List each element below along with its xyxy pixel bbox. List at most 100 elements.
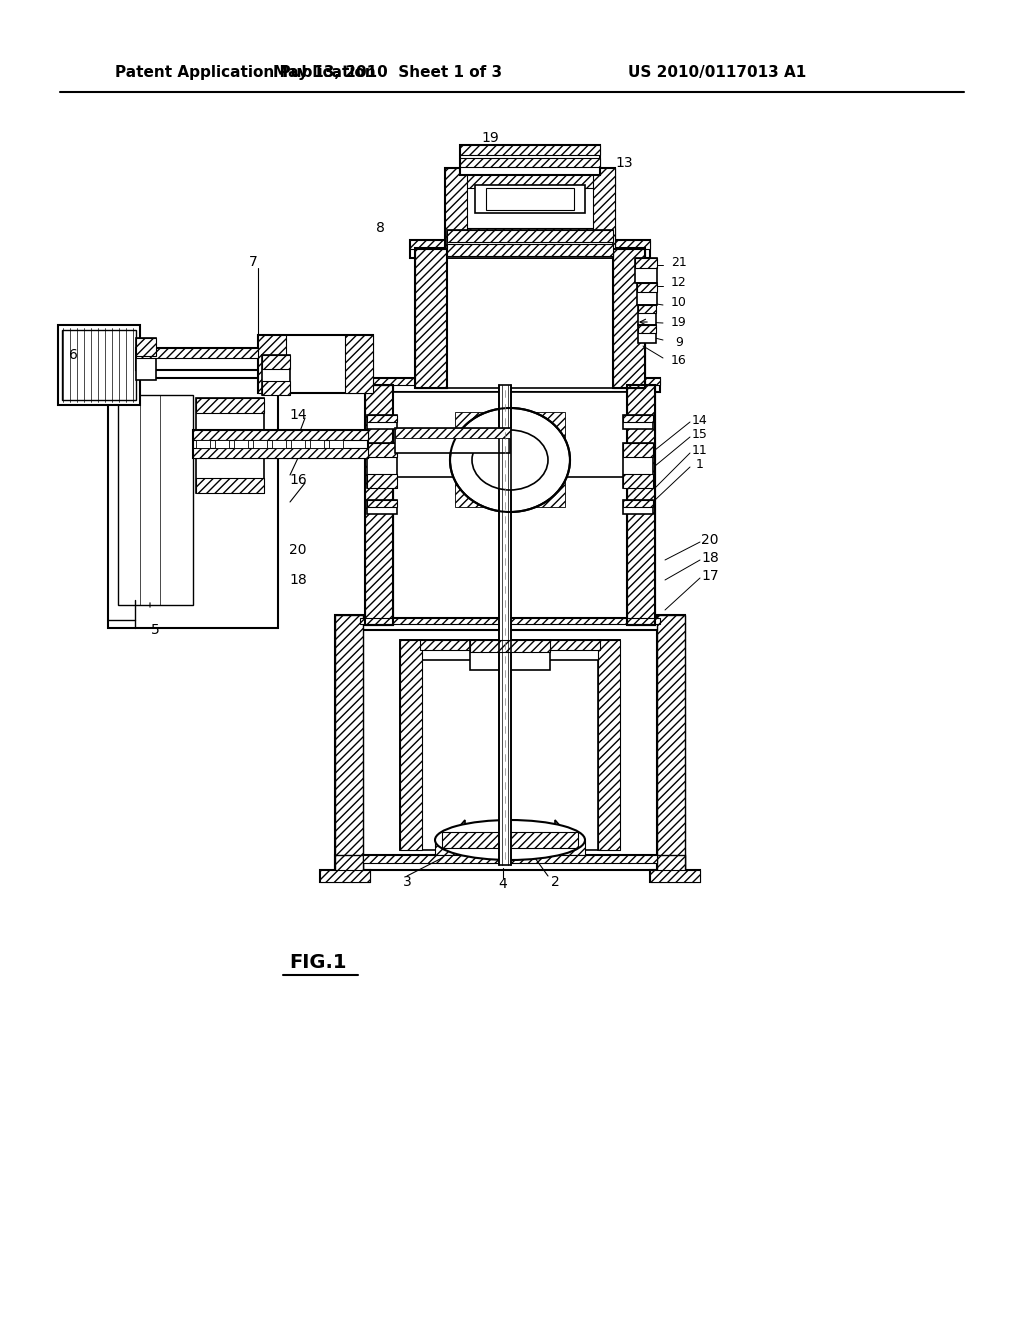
- Text: May 13, 2010  Sheet 1 of 3: May 13, 2010 Sheet 1 of 3: [273, 65, 503, 79]
- Ellipse shape: [450, 408, 570, 512]
- Bar: [367, 414, 397, 429]
- Bar: [258, 335, 373, 393]
- Bar: [367, 444, 397, 457]
- Text: US 2010/0117013 A1: US 2010/0117013 A1: [628, 65, 806, 79]
- Bar: [613, 248, 645, 388]
- Bar: [136, 348, 264, 370]
- Text: 2: 2: [551, 875, 559, 888]
- Text: 16: 16: [671, 354, 687, 367]
- Text: 19: 19: [671, 317, 687, 330]
- Bar: [637, 282, 657, 292]
- Bar: [598, 640, 620, 850]
- Bar: [657, 855, 685, 880]
- Bar: [362, 855, 657, 863]
- Bar: [310, 440, 324, 447]
- Bar: [367, 414, 397, 422]
- Bar: [445, 168, 615, 248]
- Text: 20: 20: [289, 543, 307, 557]
- Text: 18: 18: [289, 573, 307, 587]
- Bar: [360, 618, 660, 624]
- Bar: [215, 440, 229, 447]
- Bar: [638, 325, 656, 333]
- Bar: [262, 355, 290, 370]
- Bar: [291, 440, 305, 447]
- Text: 15: 15: [289, 433, 307, 447]
- Bar: [555, 840, 585, 855]
- Text: 14: 14: [692, 413, 708, 426]
- Bar: [635, 257, 657, 268]
- Bar: [136, 348, 264, 358]
- Text: 20: 20: [701, 533, 719, 546]
- Bar: [442, 832, 578, 847]
- Bar: [415, 248, 447, 388]
- Text: 4: 4: [499, 876, 507, 891]
- Text: 12: 12: [671, 276, 687, 289]
- Bar: [470, 640, 550, 671]
- Bar: [460, 145, 600, 154]
- Bar: [365, 385, 393, 624]
- Bar: [367, 500, 397, 513]
- Bar: [638, 305, 656, 313]
- Bar: [345, 335, 373, 393]
- Bar: [455, 412, 565, 507]
- Text: 8: 8: [376, 220, 384, 235]
- Text: 11: 11: [692, 444, 708, 457]
- Text: 15: 15: [692, 429, 708, 441]
- Bar: [365, 385, 393, 624]
- Bar: [196, 399, 264, 413]
- Bar: [193, 447, 368, 458]
- Bar: [58, 325, 140, 405]
- Bar: [638, 325, 656, 343]
- Bar: [435, 840, 465, 855]
- Bar: [400, 640, 422, 850]
- Bar: [400, 640, 620, 850]
- Bar: [627, 385, 655, 624]
- Bar: [335, 615, 362, 870]
- Text: 1: 1: [696, 458, 703, 471]
- Bar: [196, 440, 210, 447]
- Bar: [393, 392, 627, 477]
- Bar: [329, 440, 343, 447]
- Bar: [410, 240, 650, 257]
- Bar: [623, 414, 653, 422]
- Bar: [234, 440, 248, 447]
- Text: 7: 7: [249, 255, 257, 269]
- Bar: [627, 385, 655, 624]
- Bar: [657, 855, 685, 880]
- Bar: [447, 230, 613, 257]
- Bar: [635, 257, 657, 282]
- Text: 21: 21: [671, 256, 687, 269]
- Bar: [108, 378, 278, 628]
- Text: 3: 3: [402, 875, 412, 888]
- Bar: [447, 230, 613, 242]
- Bar: [623, 500, 653, 513]
- Bar: [367, 500, 397, 507]
- Bar: [657, 615, 685, 870]
- Bar: [650, 870, 700, 882]
- Bar: [470, 640, 550, 652]
- Bar: [395, 428, 510, 453]
- Bar: [638, 305, 656, 325]
- Bar: [335, 855, 362, 880]
- Bar: [420, 640, 600, 649]
- Bar: [460, 145, 600, 176]
- Bar: [395, 428, 510, 438]
- Bar: [136, 338, 156, 380]
- Bar: [410, 240, 650, 249]
- Bar: [593, 168, 615, 248]
- Ellipse shape: [435, 820, 585, 861]
- Bar: [447, 244, 613, 256]
- Bar: [319, 870, 370, 882]
- Bar: [367, 444, 397, 488]
- Bar: [400, 640, 422, 850]
- Bar: [335, 615, 362, 870]
- Text: Patent Application Publication: Patent Application Publication: [115, 65, 376, 79]
- Bar: [499, 385, 511, 865]
- Bar: [196, 478, 264, 492]
- Bar: [360, 378, 660, 385]
- Bar: [193, 430, 368, 458]
- Bar: [657, 615, 685, 870]
- Bar: [415, 248, 447, 388]
- Text: 5: 5: [151, 623, 160, 638]
- Bar: [193, 430, 368, 440]
